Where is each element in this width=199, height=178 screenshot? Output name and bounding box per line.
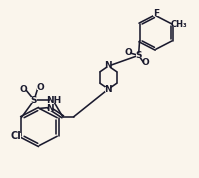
FancyBboxPatch shape bbox=[50, 97, 58, 103]
FancyBboxPatch shape bbox=[143, 60, 148, 65]
Text: N: N bbox=[105, 61, 112, 70]
Text: NH: NH bbox=[46, 96, 62, 104]
Text: O: O bbox=[141, 58, 149, 67]
Text: O: O bbox=[124, 48, 132, 57]
FancyBboxPatch shape bbox=[136, 53, 141, 58]
Text: S: S bbox=[135, 51, 142, 60]
Text: N: N bbox=[47, 104, 54, 113]
Text: S: S bbox=[31, 96, 37, 104]
Text: N: N bbox=[104, 85, 111, 94]
FancyBboxPatch shape bbox=[48, 106, 53, 111]
FancyBboxPatch shape bbox=[37, 85, 43, 90]
Text: O: O bbox=[36, 83, 44, 92]
Text: O: O bbox=[20, 85, 27, 94]
FancyBboxPatch shape bbox=[125, 50, 130, 55]
FancyBboxPatch shape bbox=[153, 10, 159, 16]
FancyBboxPatch shape bbox=[106, 63, 111, 68]
FancyBboxPatch shape bbox=[31, 97, 37, 103]
Text: CH₃: CH₃ bbox=[170, 20, 187, 29]
FancyBboxPatch shape bbox=[173, 21, 184, 27]
FancyBboxPatch shape bbox=[10, 133, 21, 140]
Text: F: F bbox=[153, 9, 159, 18]
FancyBboxPatch shape bbox=[21, 87, 26, 92]
FancyBboxPatch shape bbox=[105, 87, 110, 92]
Text: Cl: Cl bbox=[10, 131, 21, 141]
